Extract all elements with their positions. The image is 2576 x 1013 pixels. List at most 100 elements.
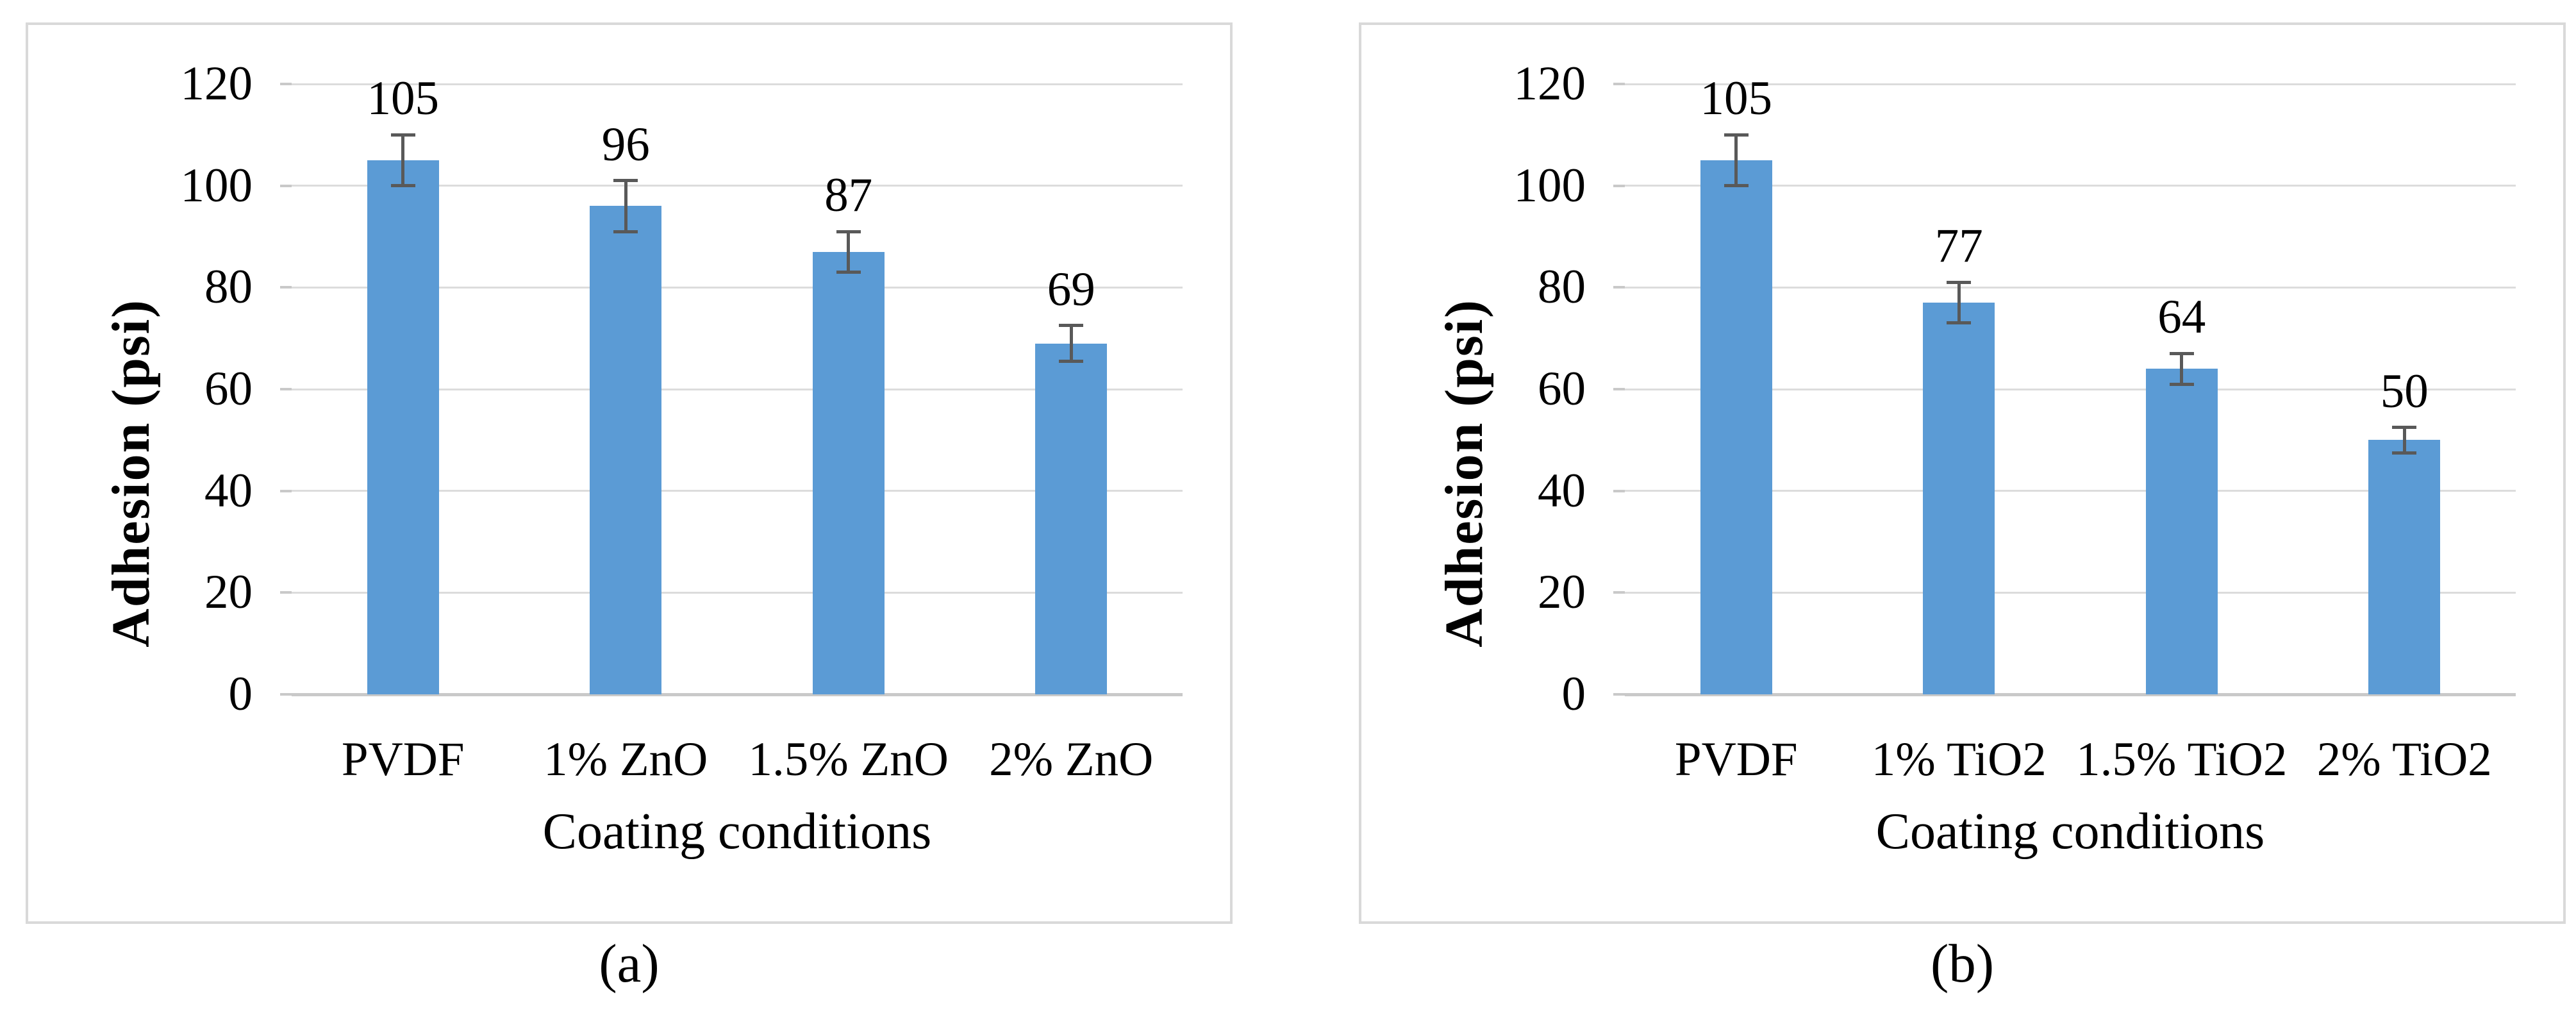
y-axis-tick-mark [280, 83, 292, 85]
error-bar-line [1734, 135, 1738, 186]
bar [1700, 160, 1772, 694]
y-axis-tick-label: 60 [204, 362, 253, 415]
bar [812, 251, 885, 694]
bar [2368, 440, 2441, 694]
y-axis-tick-label: 40 [1538, 464, 1586, 517]
y-axis-tick-label: 100 [1513, 158, 1586, 212]
y-axis-tick-label: 80 [204, 260, 253, 314]
y-axis-tick-mark [280, 591, 292, 594]
y-axis-tick-label: 0 [1561, 667, 1586, 721]
y-axis-tick-label: 120 [1513, 57, 1586, 110]
error-bar-cap-top [613, 179, 638, 183]
gridline [292, 185, 1183, 187]
x-axis-category-label: PVDF [341, 733, 465, 786]
error-bar-line [2402, 427, 2406, 453]
error-bar-cap-top [1059, 324, 1084, 328]
bar-value-label: 50 [2380, 364, 2429, 418]
error-bar-cap-top [836, 230, 861, 233]
x-axis-category-label: 2% ZnO [989, 733, 1154, 786]
y-axis-tick-mark [280, 184, 292, 187]
caption-a: (a) [599, 933, 660, 994]
y-axis-tick-mark [1613, 184, 1625, 187]
caption-b: (b) [1930, 933, 1995, 994]
gridline [1625, 185, 2516, 187]
gridline [1625, 286, 2516, 289]
gridline [292, 388, 1183, 390]
plot-area: 105 77 64 50 [1625, 72, 2516, 696]
y-axis-tick-mark [1613, 693, 1625, 696]
y-axis-tick-mark [1613, 286, 1625, 289]
y-axis-tick-label: 20 [204, 565, 253, 619]
error-bar-cap-bottom [1947, 321, 1972, 325]
bar-value-label: 87 [824, 169, 873, 222]
gridline [1625, 83, 2516, 85]
y-axis-tick-mark [1613, 591, 1625, 594]
error-bar-line [1957, 282, 1961, 323]
bar-value-label: 64 [2157, 290, 2206, 344]
bar-value-label: 77 [1934, 219, 1983, 273]
x-axis-category-labels: PVDF 1% TiO2 1.5% TiO2 2% TiO2 [1625, 729, 2516, 793]
x-axis-title: Coating conditions [542, 803, 932, 860]
y-axis-tick-labels: 0 20 40 60 80 100 120 [28, 57, 253, 721]
y-axis-tick-label: 100 [180, 158, 253, 212]
error-bar-line [624, 180, 627, 232]
y-axis-tick-label: 120 [180, 57, 253, 110]
error-bar-cap-top [390, 133, 415, 137]
gridline [1625, 490, 2516, 492]
y-axis-tick-label: 40 [204, 464, 253, 517]
bar [2145, 369, 2218, 694]
bar [590, 206, 662, 694]
x-axis-line [1625, 692, 2516, 696]
gridline [292, 490, 1183, 492]
y-axis-tick-mark [1613, 388, 1625, 390]
x-axis-category-label: 1.5% ZnO [748, 733, 949, 786]
y-axis-tick-mark [1613, 489, 1625, 492]
gridline [1625, 591, 2516, 594]
error-bar-line [847, 231, 851, 272]
chart-panel-b: Adhesion (psi) 0 20 40 60 80 100 120 105 77 64 50… [1359, 22, 2566, 924]
bar-value-label: 69 [1047, 262, 1095, 316]
error-bar-cap-top [2169, 351, 2194, 355]
error-bar-cap-bottom [2169, 382, 2194, 386]
y-axis-tick-label: 80 [1538, 260, 1586, 314]
x-axis-category-label: 1% TiO2 [1871, 733, 2047, 786]
gridline [1625, 388, 2516, 390]
error-bar-cap-top [1947, 280, 1972, 284]
error-bar-cap-bottom [2392, 451, 2417, 455]
error-bar-cap-bottom [613, 230, 638, 233]
error-bar-line [1069, 325, 1073, 362]
x-axis-category-label: PVDF [1674, 733, 1798, 786]
gridline [292, 286, 1183, 289]
error-bar-cap-bottom [390, 184, 415, 188]
y-axis-tick-mark [280, 388, 292, 390]
error-bar-cap-bottom [1059, 359, 1084, 363]
bar-value-label: 105 [367, 72, 440, 126]
error-bar-line [2180, 353, 2184, 385]
x-axis-category-label: 1.5% TiO2 [2076, 733, 2288, 786]
y-axis-tick-mark [280, 286, 292, 289]
error-bar-cap-bottom [1724, 184, 1749, 188]
x-axis-category-label: 2% TiO2 [2316, 733, 2492, 786]
y-axis-tick-label: 0 [228, 667, 253, 721]
y-axis-tick-label: 60 [1538, 362, 1586, 415]
gridline [292, 83, 1183, 85]
chart-panel-a: Adhesion (psi) 0 20 40 60 80 100 120 105 96 87 69… [26, 22, 1233, 924]
y-axis-tick-mark [280, 489, 292, 492]
plot-area: 105 96 87 69 [292, 72, 1183, 696]
bar [367, 160, 439, 694]
error-bar-cap-top [2392, 426, 2417, 429]
bar-value-label: 105 [1700, 72, 1773, 126]
x-axis-title: Coating conditions [1875, 803, 2265, 860]
bar [1923, 303, 1995, 694]
y-axis-tick-labels: 0 20 40 60 80 100 120 [1361, 57, 1586, 721]
error-bar-line [401, 135, 405, 186]
error-bar-cap-bottom [836, 271, 861, 274]
y-axis-tick-mark [280, 693, 292, 696]
y-axis-tick-mark [1613, 83, 1625, 85]
error-bar-cap-top [1724, 133, 1749, 137]
x-axis-line [292, 692, 1183, 696]
y-axis-tick-label: 20 [1538, 565, 1586, 619]
x-axis-category-labels: PVDF 1% ZnO 1.5% ZnO 2% ZnO [292, 729, 1183, 793]
gridline [292, 591, 1183, 594]
